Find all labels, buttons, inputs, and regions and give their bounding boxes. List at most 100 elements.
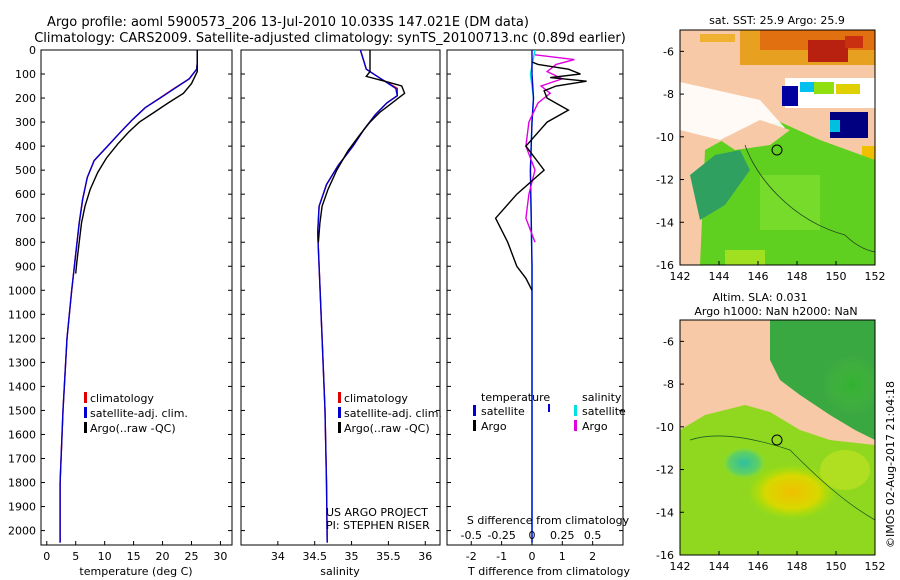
legend-s-argo-label: Argo: [582, 420, 608, 433]
figure-title-line1: Argo profile: aoml 5900573_206 13-Jul-20…: [47, 15, 529, 30]
difference-lines: [496, 50, 587, 543]
depth-tick-label: 500: [15, 164, 36, 177]
figure: Argo profile: aoml 5900573_206 13-Jul-20…: [0, 0, 900, 580]
s-diff-tick-label: -0.25: [487, 529, 515, 542]
legend-argo-swatch: [338, 422, 341, 433]
map-y-tick-label: -8: [663, 88, 674, 101]
series-line-temperature-argo: [496, 62, 587, 290]
map-y-tick-label: -10: [656, 131, 674, 144]
legend-satellite-swatch: [84, 407, 87, 418]
depth-tick-label: 1500: [8, 404, 36, 417]
depth-tick-label: 700: [15, 212, 36, 225]
s-diff-tick-label: 0.5: [584, 529, 602, 542]
legend-t-satellite-swatch: [473, 405, 476, 416]
s-diff-tick-label: -0.5: [461, 529, 482, 542]
map-y-tick-label: -6: [663, 45, 674, 58]
legend-argo-label: Argo(..raw -QC): [344, 422, 430, 435]
map-x-tick-label: 150: [826, 560, 847, 573]
x-tick-label: 35.5: [376, 550, 401, 563]
depth-tick-label: 200: [15, 92, 36, 105]
difference-legend: temperature salinity satellite Argo sate…: [473, 391, 626, 433]
map-x-tick-label: 148: [787, 270, 808, 283]
map-x-tick-label: 152: [865, 560, 886, 573]
x-tick-label: 34.5: [302, 550, 327, 563]
depth-tick-label: 600: [15, 188, 36, 201]
series-line-satellite-adj-clim-: [318, 50, 398, 543]
series-line-satellite-adj-clim-: [60, 50, 197, 543]
legend-s-satellite-label: satellite: [582, 405, 626, 418]
x-tick-label: -1: [496, 550, 507, 563]
s-diff-tick-label: 0.25: [550, 529, 575, 542]
depth-tick-label: 1600: [8, 428, 36, 441]
legend-argo-swatch: [84, 422, 87, 433]
salinity-xlabel: salinity: [320, 565, 360, 578]
s-difference-ticks: -0.5 -0.25 0 0.25 0.5: [461, 529, 602, 542]
x-tick-label: 0: [43, 550, 50, 563]
legend-t-satellite-label: satellite: [481, 405, 525, 418]
series-line-climatology: [318, 50, 398, 543]
legend-temperature-header: temperature: [481, 391, 550, 404]
map-y-tick-label: -16: [656, 259, 674, 272]
temperature-lines: [60, 50, 197, 543]
depth-tick-label: 100: [15, 68, 36, 81]
t-difference-xlabel: T difference from climatology: [467, 565, 630, 578]
legend-divider-mark: [548, 404, 550, 412]
x-tick-label: -2: [466, 550, 477, 563]
map-x-tick-label: 150: [826, 270, 847, 283]
legend-s-satellite-swatch: [574, 405, 577, 416]
map-x-tick-label: 144: [709, 560, 730, 573]
depth-tick-label: 2000: [8, 525, 36, 538]
sla-map-title2: Argo h1000: NaN h2000: NaN: [694, 305, 857, 318]
legend-s-argo-swatch: [574, 420, 577, 431]
salinity-lines: [318, 50, 405, 543]
legend-argo-label: Argo(..raw -QC): [90, 422, 176, 435]
legend-climatology-swatch: [84, 392, 87, 403]
map-x-tick-label: 146: [748, 270, 769, 283]
sst-map-image: [680, 30, 875, 265]
series-line-temperature-satellite: [530, 50, 533, 543]
sla-map-title1: Altim. SLA: 0.031: [712, 291, 807, 304]
depth-tick-label: 1000: [8, 284, 36, 297]
depth-tick-label: 800: [15, 236, 36, 249]
legend-climatology-label: climatology: [344, 392, 408, 405]
map-y-tick-label: -14: [656, 216, 674, 229]
x-tick-label: 20: [156, 550, 170, 563]
x-tick-label: 35: [345, 550, 359, 563]
x-tick-label: 15: [127, 550, 141, 563]
temperature-panel: 0100200300400500600700800900100011001200…: [8, 44, 623, 578]
x-tick-label: 34: [271, 550, 285, 563]
x-tick-label: 2: [589, 550, 596, 563]
depth-tick-label: 1700: [8, 452, 36, 465]
salinity-frame: [241, 50, 440, 545]
map-y-tick-label: -12: [656, 174, 674, 187]
x-tick-label: 36: [418, 550, 432, 563]
depth-tick-label: 1300: [8, 356, 36, 369]
map-y-tick-label: -16: [656, 549, 674, 562]
difference-frame: [447, 50, 623, 545]
x-tick-label: 0: [528, 550, 535, 563]
x-tick-label: 5: [72, 550, 79, 563]
x-tick-label: 10: [98, 550, 112, 563]
temperature-x-ticks: 0 5 10 15 20 25 30: [43, 541, 227, 563]
depth-tick-label: 1200: [8, 332, 36, 345]
legend-salinity-header: salinity: [582, 391, 622, 404]
map-y-tick-label: -10: [656, 421, 674, 434]
sst-map-title: sat. SST: 25.9 Argo: 25.9: [709, 14, 845, 27]
series-line-argo-raw-qc-: [318, 50, 404, 242]
map-y-tick-label: -12: [656, 464, 674, 477]
credit-label: ©IMOS 02-Aug-2017 21:04:18: [884, 381, 897, 548]
depth-tick-label: 1900: [8, 501, 36, 514]
difference-x-ticks: -2 -1 0 1 2: [466, 541, 596, 563]
sla-map: Altim. SLA: 0.031 Argo h1000: NaN h2000:…: [656, 291, 885, 573]
legend-climatology-label: climatology: [90, 392, 154, 405]
series-line-salinity-satellite: [530, 50, 535, 543]
legend-satellite-label: satellite-adj. clim.: [344, 407, 442, 420]
temperature-xlabel: temperature (deg C): [79, 565, 192, 578]
salinity-legend: climatology satellite-adj. clim. Argo(..…: [338, 392, 442, 435]
depth-tick-label: 0: [29, 44, 36, 57]
map-y-tick-label: -14: [656, 506, 674, 519]
x-tick-label: 30: [213, 550, 227, 563]
legend-climatology-swatch: [338, 392, 341, 403]
project-label: US ARGO PROJECT: [326, 506, 428, 519]
map-x-tick-label: 152: [865, 270, 886, 283]
